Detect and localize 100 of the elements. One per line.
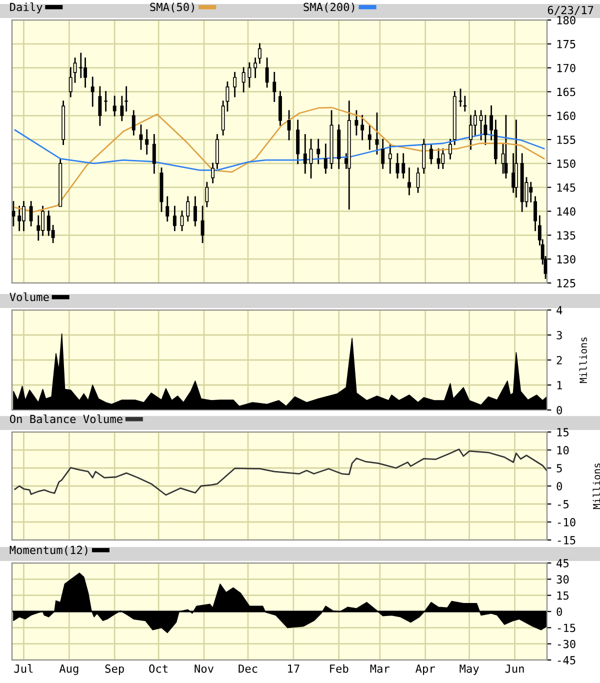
y-tick-label: 30	[556, 575, 569, 584]
candlestick	[316, 138, 320, 164]
candlestick	[22, 201, 26, 232]
y-tick-label: 15	[557, 428, 569, 436]
candlestick	[520, 153, 524, 212]
candlestick	[484, 114, 488, 146]
candlestick	[242, 67, 246, 92]
y-tick-label: 5	[556, 464, 562, 472]
y-tick-label: 165	[557, 88, 576, 96]
candlestick	[193, 196, 197, 226]
y-tick-label: 135	[557, 231, 576, 240]
candlestick	[303, 134, 307, 174]
candlestick	[211, 162, 215, 184]
y-tick-label: 160	[557, 112, 576, 120]
candlestick	[132, 110, 136, 136]
y-tick-label: 150	[557, 159, 576, 168]
candlestick	[12, 201, 16, 226]
y-tick-label: 0	[556, 608, 562, 616]
x-tick-label: Aug	[59, 664, 78, 675]
y-tick-label: 155	[557, 136, 576, 144]
candlestick	[79, 52, 83, 78]
y-tick-label: -15	[558, 624, 576, 632]
y-axis-title: Millions	[592, 464, 600, 510]
candlestick	[381, 138, 385, 169]
x-tick-label: Feb	[330, 664, 348, 673]
x-tick-label: Mar	[370, 664, 390, 673]
legend-label: SMA(200)	[304, 2, 354, 12]
y-tick-label: 10	[557, 446, 569, 454]
candlestick	[422, 138, 426, 174]
y-tick-label: 140	[557, 207, 576, 216]
candlestick	[152, 134, 156, 174]
y-tick-label: -15	[558, 536, 576, 544]
line-series	[14, 448, 547, 496]
y-tick-label: 125	[557, 279, 576, 288]
candlestick	[278, 91, 282, 126]
x-tick-label: Jun	[505, 664, 524, 673]
candlestick	[104, 91, 108, 112]
y-tick-label: 1	[557, 381, 562, 390]
y-tick-label: 145	[557, 184, 576, 192]
candlestick	[375, 112, 379, 155]
x-tick-label: Apr	[416, 664, 435, 675]
y-tick-label: 2	[556, 356, 562, 364]
legend-label: On Balance Volume	[10, 414, 122, 424]
candlestick	[233, 72, 237, 98]
candlestick	[514, 120, 518, 198]
candlestick	[112, 96, 116, 116]
candlestick	[469, 114, 473, 150]
candlestick	[402, 153, 406, 178]
y-tick-label: 45	[556, 559, 569, 568]
x-tick-label: Jul	[14, 664, 33, 673]
candlestick	[166, 196, 170, 222]
y-tick-label: -30	[558, 640, 576, 648]
y-tick-label: 175	[557, 40, 576, 48]
candlestick	[287, 110, 291, 140]
y-tick-label: 170	[557, 64, 576, 72]
candlestick	[172, 206, 176, 232]
x-tick-label: Dec	[238, 664, 258, 673]
candlestick	[534, 196, 538, 232]
candlestick	[407, 168, 411, 196]
candlestick	[98, 86, 102, 126]
candlestick	[272, 72, 276, 102]
candlestick	[354, 110, 358, 136]
candlestick	[186, 196, 190, 222]
y-axis-title: Millions	[579, 338, 587, 384]
candlestick	[254, 58, 258, 78]
y-tick-label: 0	[556, 482, 562, 490]
candlestick	[36, 215, 40, 241]
legend-label: SMA(50)	[150, 2, 194, 12]
x-tick-label: Nov	[194, 664, 214, 673]
legend-label: Daily	[10, 2, 42, 14]
candlestick	[388, 144, 392, 174]
candlestick	[347, 100, 351, 210]
y-tick-label: 180	[557, 16, 576, 24]
candlestick	[463, 96, 467, 112]
legend-label: Volume	[10, 292, 49, 302]
legend-label: Momentum(12)	[10, 546, 88, 556]
candlestick	[368, 124, 372, 150]
candlestick	[90, 76, 94, 107]
candlestick	[68, 67, 72, 98]
candlestick	[296, 120, 300, 164]
y-tick-label: 130	[557, 255, 576, 264]
y-tick-label: 3	[556, 331, 562, 340]
y-tick-label: 15	[557, 591, 569, 600]
x-tick-label: Oct	[149, 664, 168, 673]
candlestick	[215, 134, 219, 169]
candlestick	[258, 43, 262, 64]
y-tick-label: -10	[558, 518, 576, 526]
x-tick-label: May	[460, 664, 479, 675]
candlestick	[360, 114, 364, 140]
x-tick-label: Sep	[105, 664, 124, 675]
candlestick	[18, 206, 22, 232]
y-tick-label: -5	[558, 500, 569, 508]
candlestick	[124, 86, 128, 112]
candlestick	[120, 96, 124, 122]
candlestick	[324, 144, 328, 174]
y-tick-label: 4	[556, 306, 562, 314]
x-tick-label: 17	[288, 664, 300, 673]
candlestick	[337, 124, 341, 169]
text: 6/23/17	[548, 6, 594, 16]
y-tick-label: -45	[558, 656, 576, 664]
